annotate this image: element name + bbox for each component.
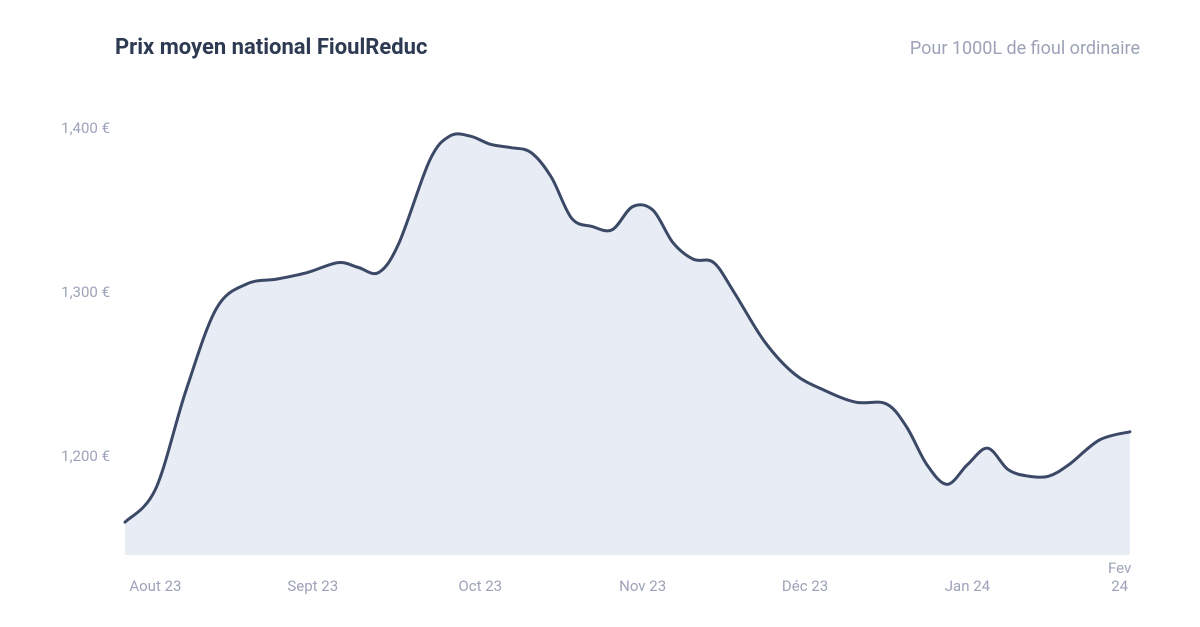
x-axis-label: Sept 23 xyxy=(287,577,338,595)
chart-area-fill xyxy=(125,134,1130,555)
y-axis-label: 1,300 € xyxy=(40,283,110,301)
chart-container: 1,200 € 1,300 € 1,400 € Aout 23 Sept 23 Oct 2… xyxy=(40,95,1160,595)
x-axis-label: Jan 24 xyxy=(945,577,990,595)
chart-header: Prix moyen national FioulReduc Pour 1000… xyxy=(40,35,1160,60)
x-axis-label: Aout 23 xyxy=(129,577,181,595)
x-axis-label: Oct 23 xyxy=(458,577,502,595)
chart-title: Prix moyen national FioulReduc xyxy=(115,35,427,60)
chart-subtitle: Pour 1000L de fioul ordinaire xyxy=(910,38,1140,59)
x-axis-label: Fev 24 xyxy=(1100,559,1140,595)
y-axis-label: 1,400 € xyxy=(40,119,110,137)
x-axis-label: Déc 23 xyxy=(782,577,828,595)
y-axis-label: 1,200 € xyxy=(40,447,110,465)
plot-area xyxy=(125,95,1140,555)
area-chart-svg xyxy=(125,95,1140,555)
x-axis-label: Nov 23 xyxy=(619,577,666,595)
